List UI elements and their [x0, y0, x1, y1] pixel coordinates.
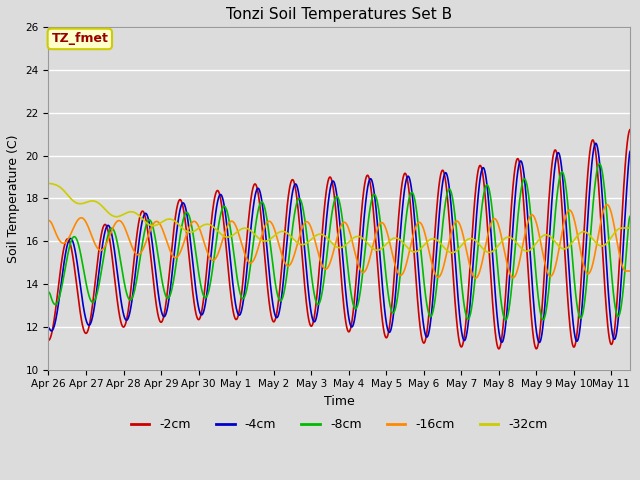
-8cm	[394, 296, 401, 301]
Line: -8cm: -8cm	[49, 164, 630, 320]
-16cm	[45, 217, 52, 223]
-16cm	[627, 268, 634, 274]
-32cm	[523, 248, 531, 254]
-4cm	[150, 256, 158, 262]
-8cm	[423, 301, 431, 307]
-32cm	[448, 250, 456, 255]
-4cm	[423, 334, 431, 340]
-4cm	[536, 339, 543, 345]
Text: TZ_fmet: TZ_fmet	[51, 33, 108, 46]
-2cm	[627, 127, 634, 132]
-2cm	[150, 285, 158, 290]
Line: -2cm: -2cm	[49, 130, 630, 349]
X-axis label: Time: Time	[324, 395, 355, 408]
-8cm	[150, 229, 158, 235]
-32cm	[267, 236, 275, 241]
-16cm	[267, 219, 275, 225]
-16cm	[150, 220, 158, 226]
-2cm	[45, 337, 52, 343]
-8cm	[479, 200, 486, 205]
-16cm	[472, 275, 479, 281]
-32cm	[627, 225, 634, 231]
-2cm	[495, 346, 502, 352]
Legend: -2cm, -4cm, -8cm, -16cm, -32cm: -2cm, -4cm, -8cm, -16cm, -32cm	[125, 413, 553, 436]
-4cm	[394, 270, 401, 276]
-2cm	[394, 231, 401, 237]
-32cm	[423, 240, 431, 245]
-2cm	[523, 247, 531, 253]
-16cm	[394, 268, 401, 274]
Line: -16cm: -16cm	[49, 204, 630, 278]
-2cm	[423, 330, 431, 336]
-4cm	[592, 140, 600, 146]
-8cm	[502, 317, 509, 323]
-16cm	[479, 257, 486, 263]
-2cm	[479, 169, 486, 175]
-8cm	[596, 161, 604, 167]
-16cm	[523, 223, 531, 229]
-4cm	[45, 325, 52, 331]
-8cm	[627, 213, 634, 219]
-32cm	[479, 245, 486, 251]
-2cm	[267, 310, 275, 316]
Y-axis label: Soil Temperature (C): Soil Temperature (C)	[7, 134, 20, 263]
-4cm	[267, 284, 275, 290]
-32cm	[394, 235, 401, 241]
-8cm	[523, 181, 531, 187]
-4cm	[627, 148, 634, 154]
Title: Tonzi Soil Temperatures Set B: Tonzi Soil Temperatures Set B	[226, 7, 452, 22]
-32cm	[45, 180, 52, 186]
-8cm	[45, 289, 52, 295]
Line: -32cm: -32cm	[49, 183, 630, 252]
-4cm	[479, 165, 486, 171]
-16cm	[604, 202, 611, 207]
-16cm	[423, 238, 431, 244]
-32cm	[150, 223, 158, 228]
-4cm	[523, 200, 531, 206]
Line: -4cm: -4cm	[49, 143, 630, 342]
-8cm	[267, 245, 275, 251]
